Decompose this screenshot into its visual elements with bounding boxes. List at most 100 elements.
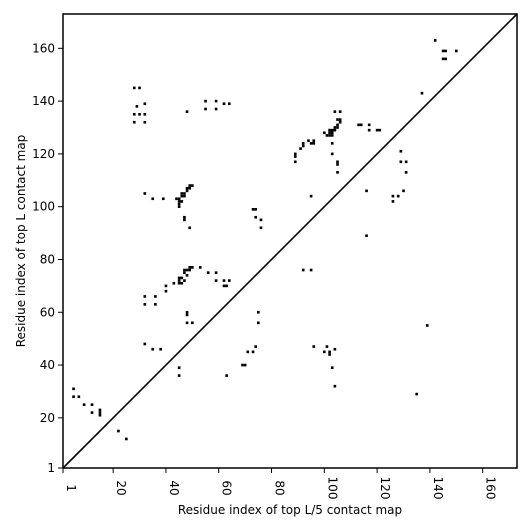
contact-point-top-l bbox=[143, 120, 147, 124]
contact-point-top-l bbox=[177, 197, 181, 201]
contact-point-top-l5 bbox=[164, 284, 168, 288]
contact-point-top-l bbox=[177, 200, 181, 203]
contact-point-top-l bbox=[441, 49, 445, 53]
contact-point-top-l bbox=[204, 99, 207, 103]
contact-point-top-l bbox=[338, 110, 342, 113]
contact-point-top-l5 bbox=[257, 310, 260, 314]
contact-point-top-l bbox=[151, 197, 155, 201]
contact-point-top-l5 bbox=[254, 345, 258, 348]
contact-point-top-l5 bbox=[177, 366, 181, 370]
x-tick-label: 60 bbox=[220, 480, 234, 495]
contact-point-top-l5 bbox=[159, 347, 162, 351]
contact-point-top-l bbox=[214, 107, 218, 111]
contact-point-top-l bbox=[135, 105, 139, 108]
contact-point-top-l bbox=[367, 128, 371, 132]
contact-point-top-l5 bbox=[198, 266, 202, 269]
contact-point-top-l5 bbox=[77, 395, 81, 399]
contact-point-top-l bbox=[325, 134, 329, 137]
contact-point-top-l bbox=[441, 57, 445, 61]
contact-point-top-l bbox=[399, 160, 403, 164]
contact-point-top-l bbox=[365, 189, 368, 193]
contact-point-top-l bbox=[444, 57, 448, 61]
contact-point-top-l5 bbox=[259, 218, 263, 222]
contact-point-top-l bbox=[222, 102, 226, 106]
plot-frame bbox=[62, 13, 518, 469]
y-tick-label: 140 bbox=[32, 94, 55, 108]
contact-point-top-l bbox=[180, 194, 184, 198]
contact-point-top-l5 bbox=[206, 271, 210, 274]
contact-point-top-l bbox=[336, 126, 339, 129]
contact-point-top-l5 bbox=[227, 279, 231, 282]
contact-point-top-l bbox=[309, 194, 313, 198]
contact-point-top-l5 bbox=[177, 276, 181, 280]
contact-point-top-l5 bbox=[333, 384, 337, 388]
contact-point-top-l bbox=[338, 120, 342, 124]
contact-point-top-l bbox=[183, 215, 186, 219]
contact-point-top-l bbox=[375, 128, 379, 132]
contact-point-top-l5 bbox=[185, 273, 189, 277]
contact-point-top-l5 bbox=[257, 321, 260, 325]
contact-point-top-l5 bbox=[180, 276, 184, 280]
contact-point-top-l bbox=[309, 142, 313, 145]
contact-point-top-l bbox=[188, 184, 192, 187]
contact-point-top-l bbox=[391, 200, 395, 203]
contact-point-top-l5 bbox=[98, 408, 102, 412]
contact-point-top-l bbox=[328, 131, 331, 135]
contact-point-top-l5 bbox=[188, 268, 192, 272]
contact-point-top-l5 bbox=[415, 392, 419, 396]
contact-point-top-l5 bbox=[225, 374, 228, 377]
contact-point-top-l bbox=[336, 160, 339, 164]
contact-point-top-l bbox=[214, 99, 218, 103]
contact-point-top-l5 bbox=[191, 266, 194, 269]
contact-point-top-l5 bbox=[154, 303, 157, 306]
contact-point-top-l bbox=[402, 189, 405, 193]
contact-point-top-l bbox=[359, 123, 363, 127]
x-axis-label: Residue index of top L/5 contact map bbox=[178, 503, 402, 517]
contact-point-top-l5 bbox=[154, 295, 157, 298]
x-axis-ticks: 1 20 40 60 80 100 120 140 160 bbox=[62, 468, 498, 500]
x-tick-label: 140 bbox=[431, 477, 445, 500]
contact-point-top-l bbox=[143, 192, 147, 195]
contact-point-top-l5 bbox=[330, 366, 334, 370]
contact-point-top-l bbox=[312, 139, 316, 143]
y-tick-label: 60 bbox=[40, 305, 55, 319]
contact-point-top-l bbox=[143, 112, 147, 116]
contact-point-top-l bbox=[333, 110, 337, 113]
contact-point-top-l5 bbox=[72, 387, 75, 391]
contact-point-top-l bbox=[444, 49, 448, 53]
contact-point-top-l5 bbox=[328, 353, 331, 356]
contact-point-top-l5 bbox=[143, 342, 147, 346]
contact-point-top-l bbox=[454, 49, 458, 53]
contact-point-top-l bbox=[185, 110, 189, 113]
contact-point-top-l bbox=[333, 128, 337, 132]
x-tick-label: 80 bbox=[273, 480, 287, 495]
contact-point-top-l5 bbox=[98, 411, 102, 414]
contact-point-top-l5 bbox=[185, 321, 189, 325]
contact-point-top-l bbox=[301, 142, 305, 145]
contact-point-top-l5 bbox=[183, 279, 186, 282]
contact-point-top-l bbox=[396, 194, 400, 198]
contact-point-top-l bbox=[183, 218, 186, 222]
contact-point-top-l5 bbox=[251, 208, 255, 211]
contact-point-top-l bbox=[336, 123, 339, 127]
contact-point-top-l bbox=[299, 147, 302, 150]
contact-point-top-l bbox=[338, 118, 342, 121]
contact-point-top-l bbox=[180, 200, 184, 203]
contact-point-top-l5 bbox=[72, 395, 75, 399]
contact-point-top-l bbox=[330, 152, 334, 156]
contact-point-top-l bbox=[336, 171, 339, 174]
y-axis-label: Residue index of top L contact map bbox=[14, 135, 28, 348]
points-layer bbox=[72, 39, 458, 441]
contact-point-top-l bbox=[191, 184, 194, 187]
contact-point-top-l5 bbox=[98, 413, 102, 417]
contact-point-top-l bbox=[132, 86, 136, 90]
contact-point-top-l bbox=[183, 194, 186, 198]
contact-point-top-l5 bbox=[365, 234, 368, 238]
contact-point-top-l bbox=[399, 149, 403, 153]
contact-point-top-l5 bbox=[177, 374, 181, 377]
contact-point-top-l5 bbox=[214, 271, 218, 274]
contact-point-top-l5 bbox=[188, 266, 192, 269]
contact-point-top-l bbox=[333, 126, 337, 129]
contact-point-top-l bbox=[378, 128, 382, 132]
